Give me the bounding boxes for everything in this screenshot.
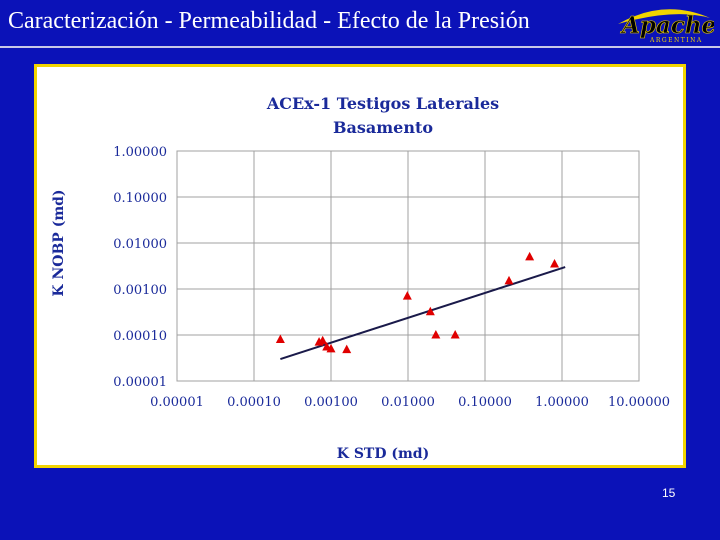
data-point bbox=[550, 258, 560, 268]
y-tick-label: 0.00100 bbox=[113, 283, 167, 298]
y-axis-label: K NOBP (md) bbox=[51, 189, 67, 296]
x-tick-label: 0.00100 bbox=[304, 395, 358, 410]
y-tick-label: 0.01000 bbox=[113, 237, 167, 252]
x-tick-label: 1.00000 bbox=[535, 395, 589, 410]
chart-subtitle: Basamento bbox=[333, 118, 433, 137]
logo-text: Apache bbox=[620, 12, 714, 39]
logo-subtext: ARGENTINA bbox=[649, 37, 703, 44]
data-point bbox=[326, 343, 336, 353]
data-point bbox=[504, 275, 514, 285]
y-tick-label: 0.00010 bbox=[113, 329, 167, 344]
data-point bbox=[275, 334, 285, 343]
x-tick-label: 0.00010 bbox=[227, 395, 281, 410]
chart-frame: ACEx-1 Testigos Laterales Basamento K ST… bbox=[34, 64, 686, 468]
x-tick-label: 10.00000 bbox=[608, 395, 670, 410]
scatter-chart: ACEx-1 Testigos Laterales Basamento K ST… bbox=[51, 94, 670, 462]
title-divider bbox=[0, 46, 720, 48]
chart-title: ACEx-1 Testigos Laterales bbox=[266, 94, 499, 113]
x-tick-label: 0.01000 bbox=[381, 395, 435, 410]
data-point bbox=[318, 335, 328, 345]
data-point bbox=[450, 330, 460, 339]
x-tick-label: 0.10000 bbox=[458, 395, 512, 410]
trendline bbox=[280, 266, 566, 361]
page-number: 15 bbox=[662, 486, 676, 500]
data-point bbox=[342, 344, 352, 354]
y-tick-label: 1.00000 bbox=[113, 145, 167, 160]
x-tick-label: 0.00001 bbox=[150, 395, 204, 410]
x-axis-label: K STD (md) bbox=[337, 446, 429, 462]
slide-title: Caracterización - Permeabilidad - Efecto… bbox=[8, 8, 530, 34]
y-tick-label: 0.00001 bbox=[113, 375, 167, 390]
data-point bbox=[402, 291, 412, 300]
data-point bbox=[431, 330, 441, 339]
data-point bbox=[525, 251, 535, 261]
apache-logo: Apache ARGENTINA bbox=[618, 9, 714, 44]
y-tick-label: 0.10000 bbox=[113, 191, 167, 206]
data-point bbox=[425, 306, 435, 316]
